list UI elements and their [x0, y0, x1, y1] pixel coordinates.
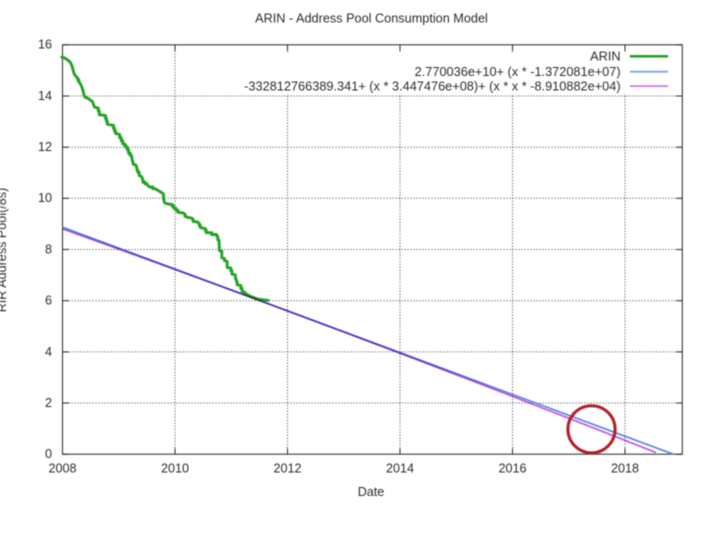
svg-text:-332812766389.341+ (x * 3.4474: -332812766389.341+ (x * 3.447476e+08)+ (… — [244, 78, 620, 93]
svg-text:4: 4 — [45, 345, 52, 359]
svg-text:2018: 2018 — [611, 462, 639, 476]
svg-text:2: 2 — [45, 396, 52, 410]
svg-text:6: 6 — [45, 294, 52, 308]
svg-text:2016: 2016 — [498, 462, 526, 476]
svg-text:14: 14 — [38, 89, 52, 103]
svg-text:0: 0 — [45, 447, 52, 461]
svg-text:ARIN - Address Pool Consumptio: ARIN - Address Pool Consumption Model — [255, 12, 488, 26]
svg-text:12: 12 — [38, 140, 52, 154]
svg-text:2014: 2014 — [386, 462, 414, 476]
svg-text:2008: 2008 — [48, 462, 76, 476]
svg-text:2.770036e+10+ (x * -1.372081e+: 2.770036e+10+ (x * -1.372081e+07) — [415, 64, 621, 79]
svg-text:10: 10 — [38, 191, 52, 205]
svg-text:RIR Address Pool(/8s): RIR Address Pool(/8s) — [0, 188, 9, 313]
svg-text:8: 8 — [45, 242, 52, 256]
svg-text:2010: 2010 — [161, 462, 189, 476]
svg-text:Date: Date — [358, 485, 385, 499]
svg-text:2012: 2012 — [273, 462, 301, 476]
svg-text:ARIN: ARIN — [590, 49, 620, 64]
svg-text:16: 16 — [38, 38, 52, 52]
